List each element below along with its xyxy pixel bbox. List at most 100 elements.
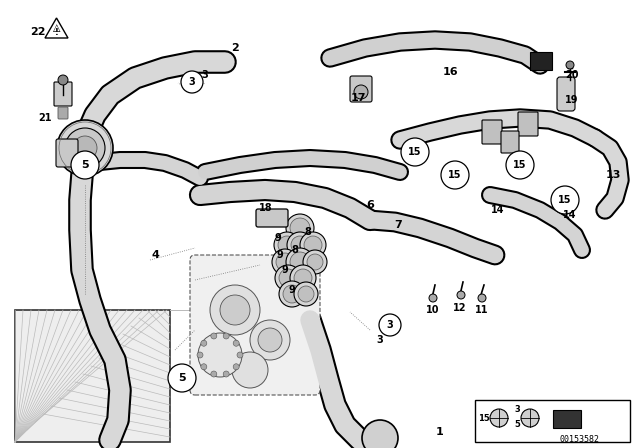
- Circle shape: [279, 281, 305, 307]
- Text: 15: 15: [448, 170, 461, 180]
- Text: 3: 3: [387, 320, 394, 330]
- Circle shape: [286, 248, 314, 276]
- Text: !: !: [54, 27, 58, 36]
- Text: 1: 1: [436, 427, 444, 437]
- Text: 19: 19: [565, 95, 579, 105]
- FancyBboxPatch shape: [475, 400, 630, 442]
- Text: 20: 20: [565, 70, 579, 80]
- Text: 7: 7: [394, 220, 402, 230]
- Text: 4: 4: [151, 250, 159, 260]
- FancyBboxPatch shape: [350, 76, 372, 102]
- Circle shape: [181, 71, 203, 93]
- Circle shape: [210, 285, 260, 335]
- Text: 3: 3: [514, 405, 520, 414]
- Text: 13: 13: [605, 170, 621, 180]
- Circle shape: [551, 186, 579, 214]
- Text: 14: 14: [492, 205, 505, 215]
- FancyBboxPatch shape: [530, 52, 552, 70]
- Circle shape: [198, 333, 242, 377]
- Circle shape: [220, 295, 250, 325]
- FancyBboxPatch shape: [482, 120, 502, 144]
- Circle shape: [290, 218, 310, 238]
- FancyBboxPatch shape: [190, 255, 320, 395]
- Text: 8: 8: [292, 245, 298, 255]
- Circle shape: [457, 291, 465, 299]
- Circle shape: [521, 409, 539, 427]
- Circle shape: [233, 364, 239, 370]
- Text: 15: 15: [513, 160, 527, 170]
- Circle shape: [275, 265, 301, 291]
- Circle shape: [279, 269, 297, 287]
- Text: 15: 15: [408, 147, 422, 157]
- Circle shape: [478, 294, 486, 302]
- Circle shape: [258, 328, 282, 352]
- Circle shape: [57, 120, 113, 176]
- Circle shape: [362, 420, 398, 448]
- Circle shape: [307, 254, 323, 270]
- Text: 00153582: 00153582: [560, 435, 600, 444]
- Text: 16: 16: [442, 67, 458, 77]
- Text: 17: 17: [350, 93, 365, 103]
- Text: 9: 9: [275, 233, 282, 243]
- Text: 5: 5: [81, 160, 89, 170]
- Text: 10: 10: [426, 305, 440, 315]
- FancyBboxPatch shape: [557, 77, 575, 111]
- Circle shape: [304, 236, 322, 254]
- Circle shape: [201, 340, 207, 346]
- Text: 9: 9: [276, 250, 284, 260]
- Text: 9: 9: [289, 285, 296, 295]
- Circle shape: [65, 128, 105, 168]
- FancyBboxPatch shape: [501, 131, 519, 153]
- Text: 15: 15: [558, 195, 572, 205]
- Text: 5: 5: [514, 419, 520, 428]
- Circle shape: [223, 371, 229, 377]
- Circle shape: [250, 320, 290, 360]
- Circle shape: [429, 294, 437, 302]
- Circle shape: [58, 75, 68, 85]
- Circle shape: [490, 409, 508, 427]
- Text: 14: 14: [563, 210, 577, 220]
- Circle shape: [274, 232, 300, 258]
- Circle shape: [211, 333, 217, 339]
- Text: 3: 3: [202, 70, 209, 80]
- Circle shape: [300, 232, 326, 258]
- Circle shape: [223, 333, 229, 339]
- Circle shape: [287, 232, 313, 258]
- Circle shape: [283, 285, 301, 303]
- FancyBboxPatch shape: [54, 82, 72, 106]
- Circle shape: [233, 340, 239, 346]
- Text: 11: 11: [476, 305, 489, 315]
- Circle shape: [290, 265, 316, 291]
- Text: 6: 6: [366, 200, 374, 210]
- FancyBboxPatch shape: [518, 112, 538, 136]
- Text: 22: 22: [30, 27, 45, 37]
- Circle shape: [354, 85, 368, 99]
- Circle shape: [298, 286, 314, 302]
- Text: 3: 3: [189, 77, 195, 87]
- FancyBboxPatch shape: [56, 139, 78, 167]
- FancyBboxPatch shape: [15, 310, 170, 442]
- Text: 2: 2: [231, 43, 239, 53]
- Text: 5: 5: [178, 373, 186, 383]
- Circle shape: [291, 236, 309, 254]
- Circle shape: [232, 352, 268, 388]
- Circle shape: [294, 282, 318, 306]
- Circle shape: [379, 314, 401, 336]
- Text: 12: 12: [453, 303, 467, 313]
- Circle shape: [294, 269, 312, 287]
- Circle shape: [401, 138, 429, 166]
- Circle shape: [73, 136, 97, 160]
- Text: 21: 21: [38, 113, 52, 123]
- Circle shape: [278, 236, 296, 254]
- Circle shape: [441, 161, 469, 189]
- Circle shape: [286, 214, 314, 242]
- Circle shape: [276, 253, 294, 271]
- Circle shape: [237, 352, 243, 358]
- Circle shape: [506, 151, 534, 179]
- Circle shape: [566, 61, 574, 69]
- Circle shape: [303, 250, 327, 274]
- Text: 18: 18: [259, 203, 273, 213]
- Circle shape: [71, 151, 99, 179]
- Text: 15: 15: [478, 414, 490, 422]
- Circle shape: [290, 252, 310, 272]
